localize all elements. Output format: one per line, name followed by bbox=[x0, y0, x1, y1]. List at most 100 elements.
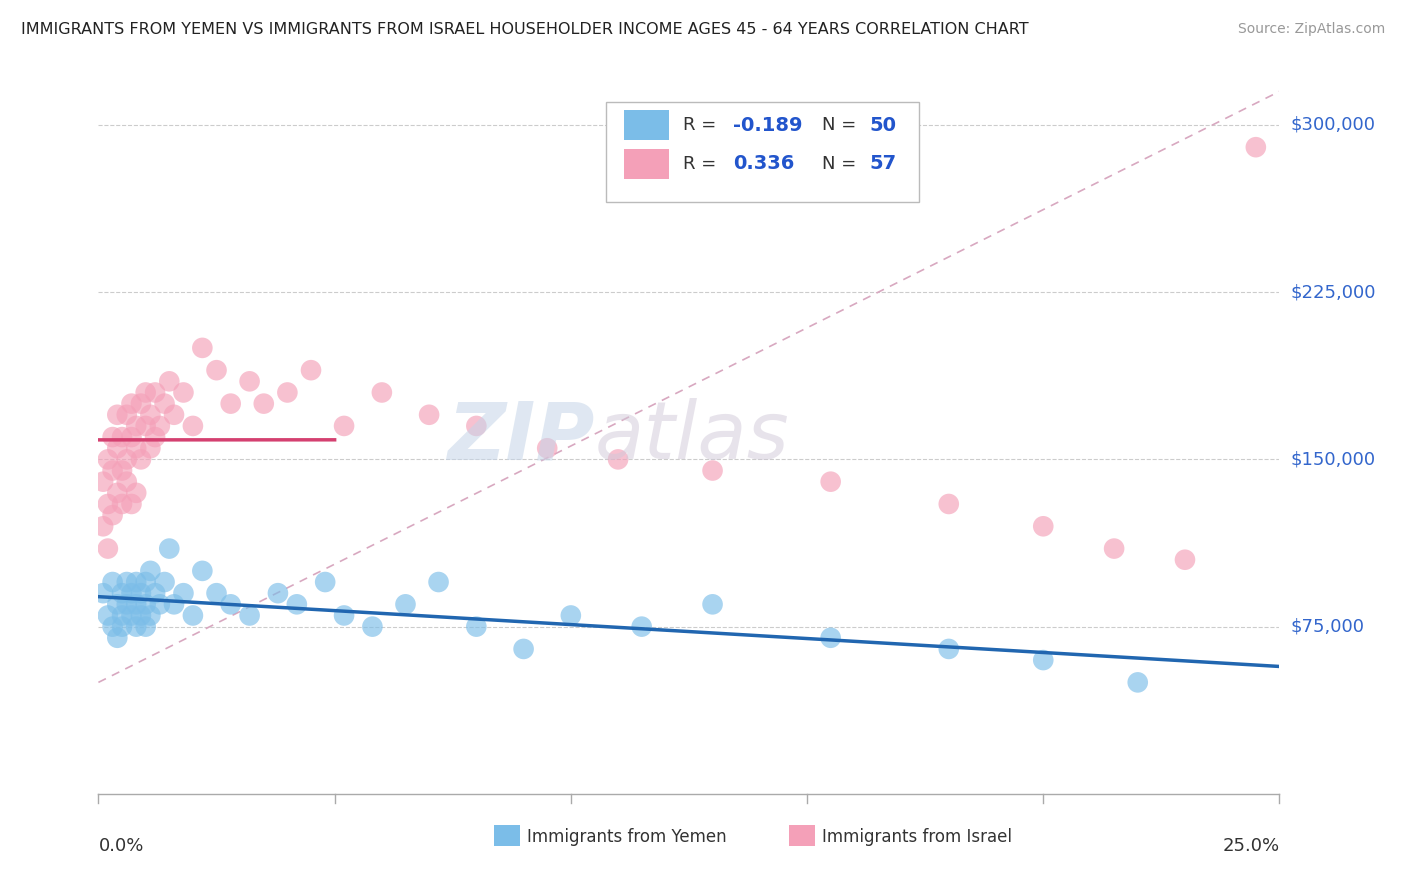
Point bbox=[1032, 519, 1054, 533]
Text: R =: R = bbox=[683, 116, 723, 134]
Point bbox=[91, 519, 114, 533]
Point bbox=[267, 586, 290, 600]
Text: -0.189: -0.189 bbox=[733, 116, 803, 135]
Point bbox=[149, 418, 172, 433]
Point bbox=[143, 430, 166, 444]
Point bbox=[121, 430, 143, 444]
Point bbox=[153, 574, 176, 589]
Point bbox=[285, 598, 308, 612]
Point bbox=[465, 418, 488, 433]
Point bbox=[153, 396, 176, 410]
Point bbox=[191, 341, 214, 355]
Point bbox=[111, 608, 134, 623]
Point bbox=[111, 497, 134, 511]
Point bbox=[115, 408, 138, 422]
Point bbox=[143, 586, 166, 600]
Text: IMMIGRANTS FROM YEMEN VS IMMIGRANTS FROM ISRAEL HOUSEHOLDER INCOME AGES 45 - 64 : IMMIGRANTS FROM YEMEN VS IMMIGRANTS FROM… bbox=[21, 22, 1029, 37]
Point bbox=[163, 408, 186, 422]
Bar bbox=[494, 824, 520, 846]
Bar bbox=[624, 111, 669, 140]
Point bbox=[149, 598, 172, 612]
Text: 57: 57 bbox=[870, 154, 897, 173]
Point bbox=[299, 363, 322, 377]
Point bbox=[219, 598, 242, 612]
Point bbox=[1126, 675, 1149, 690]
Point bbox=[333, 418, 356, 433]
Point bbox=[163, 598, 186, 612]
Point bbox=[105, 441, 128, 455]
Point bbox=[129, 452, 152, 467]
Point bbox=[938, 497, 960, 511]
Point bbox=[105, 631, 128, 645]
Point bbox=[115, 475, 138, 489]
Point bbox=[560, 608, 582, 623]
Point bbox=[172, 586, 194, 600]
Point bbox=[191, 564, 214, 578]
Point bbox=[105, 408, 128, 422]
Point bbox=[205, 586, 228, 600]
Point bbox=[97, 541, 120, 556]
Point bbox=[129, 396, 152, 410]
Point bbox=[111, 586, 134, 600]
Point bbox=[125, 598, 148, 612]
Point bbox=[314, 574, 336, 589]
Text: 0.336: 0.336 bbox=[733, 154, 794, 173]
Point bbox=[135, 574, 157, 589]
Point bbox=[125, 418, 148, 433]
Point bbox=[630, 619, 652, 633]
Text: Immigrants from Israel: Immigrants from Israel bbox=[823, 828, 1012, 846]
Text: ZIP: ZIP bbox=[447, 398, 595, 476]
Point bbox=[101, 508, 124, 523]
Bar bbox=[789, 824, 815, 846]
Point bbox=[607, 452, 630, 467]
Text: 50: 50 bbox=[870, 116, 897, 135]
Point bbox=[115, 452, 138, 467]
Point bbox=[536, 441, 558, 455]
Text: $150,000: $150,000 bbox=[1291, 450, 1375, 468]
Point bbox=[97, 452, 120, 467]
Point bbox=[239, 375, 262, 389]
Point bbox=[139, 608, 162, 623]
Point bbox=[115, 574, 138, 589]
Point bbox=[129, 608, 152, 623]
Point bbox=[394, 598, 416, 612]
Text: 0.0%: 0.0% bbox=[98, 837, 143, 855]
Text: $75,000: $75,000 bbox=[1291, 617, 1365, 636]
Text: $300,000: $300,000 bbox=[1291, 116, 1375, 134]
Point bbox=[1244, 140, 1267, 154]
Point bbox=[465, 619, 488, 633]
Point bbox=[1102, 541, 1125, 556]
Point bbox=[97, 608, 120, 623]
Point bbox=[105, 598, 128, 612]
Point bbox=[143, 385, 166, 400]
Text: N =: N = bbox=[823, 116, 862, 134]
Point bbox=[702, 598, 724, 612]
Point bbox=[91, 475, 114, 489]
Point bbox=[111, 430, 134, 444]
Point bbox=[111, 619, 134, 633]
Point bbox=[157, 375, 180, 389]
Point bbox=[253, 396, 276, 410]
Point bbox=[418, 408, 440, 422]
Point bbox=[219, 396, 242, 410]
Point bbox=[139, 441, 162, 455]
Text: atlas: atlas bbox=[595, 398, 789, 476]
Point bbox=[1032, 653, 1054, 667]
Point bbox=[101, 430, 124, 444]
Point bbox=[101, 574, 124, 589]
Point bbox=[97, 497, 120, 511]
Point bbox=[361, 619, 384, 633]
Point bbox=[91, 586, 114, 600]
Point bbox=[115, 598, 138, 612]
Point bbox=[135, 598, 157, 612]
Point bbox=[121, 396, 143, 410]
Point bbox=[129, 586, 152, 600]
Point bbox=[139, 408, 162, 422]
Point bbox=[333, 608, 356, 623]
Point bbox=[371, 385, 394, 400]
Point bbox=[820, 475, 842, 489]
Point bbox=[111, 464, 134, 478]
Text: $225,000: $225,000 bbox=[1291, 283, 1376, 301]
Text: R =: R = bbox=[683, 155, 723, 173]
Point bbox=[1174, 552, 1197, 567]
